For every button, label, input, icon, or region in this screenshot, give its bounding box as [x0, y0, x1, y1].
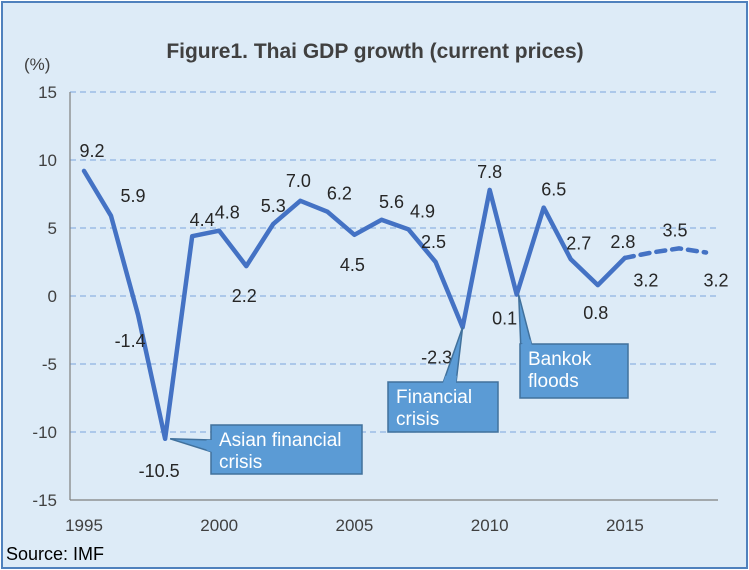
y-tick-label: -5 — [42, 355, 57, 374]
data-label: 6.2 — [327, 184, 352, 204]
data-label: 0.1 — [492, 309, 517, 329]
data-label: -10.5 — [139, 461, 180, 481]
unit-label: (%) — [24, 55, 50, 74]
gdp-line — [81, 168, 628, 442]
callout-text: Financial — [396, 387, 472, 408]
data-label: 2.7 — [566, 233, 591, 253]
callout-box — [519, 343, 629, 399]
data-label: 9.2 — [79, 141, 104, 161]
data-label: 4.8 — [215, 203, 240, 223]
data-label: 2.5 — [421, 232, 446, 252]
data-label: 2.8 — [610, 232, 635, 252]
data-label: 7.8 — [477, 162, 502, 182]
data-label: 0.8 — [583, 303, 608, 323]
source-note: Source: IMF — [6, 544, 104, 564]
callout-pointer — [169, 438, 213, 454]
data-label: -2.3 — [421, 347, 452, 367]
y-tick-label: 5 — [48, 219, 57, 238]
callout-text: crisis — [396, 409, 439, 430]
data-label: 5.9 — [121, 186, 146, 206]
data-label: 5.3 — [261, 196, 286, 216]
callout-text: Bankok — [528, 349, 592, 370]
callout-seam — [443, 375, 457, 383]
data-label: 3.2 — [703, 270, 728, 290]
y-tick-label: -15 — [32, 491, 57, 510]
data-label: 3.2 — [633, 270, 658, 290]
callout-seam — [520, 339, 532, 352]
y-tick-label: 0 — [48, 287, 57, 306]
data-label: 4.4 — [190, 210, 215, 230]
y-tick-label: 15 — [38, 83, 57, 102]
data-label: 6.5 — [541, 180, 566, 200]
data-label: 4.9 — [410, 201, 435, 221]
callout-box — [387, 381, 499, 433]
data-label: -1.4 — [115, 331, 146, 351]
x-tick-label: 2005 — [336, 516, 374, 535]
data-label: 2.2 — [232, 286, 257, 306]
data-label: 5.6 — [379, 192, 404, 212]
x-tick-label: 2000 — [200, 516, 238, 535]
callout-seam — [206, 439, 212, 452]
data-label: 3.5 — [662, 220, 687, 240]
callout-box — [210, 424, 363, 475]
data-label: 4.5 — [340, 255, 365, 275]
callout-text: Asian financial — [219, 430, 342, 451]
x-tick-label: 2015 — [606, 516, 644, 535]
x-tick-label: 1995 — [65, 516, 103, 535]
data-label: 7.0 — [286, 171, 311, 191]
y-tick-label: -10 — [32, 423, 57, 442]
forecast-line — [622, 246, 709, 261]
callout-text: crisis — [219, 452, 262, 473]
y-tick-label: 10 — [38, 151, 57, 170]
callout-text: floods — [528, 371, 579, 392]
chart-title: Figure1. Thai GDP growth (current prices… — [166, 40, 583, 63]
x-tick-label: 2010 — [471, 516, 509, 535]
